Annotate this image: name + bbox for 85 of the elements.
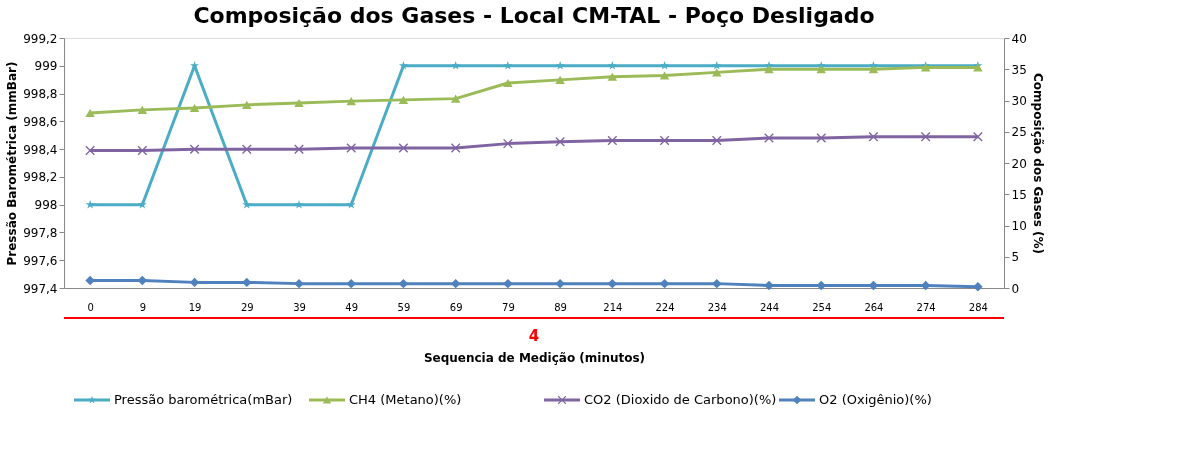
x-tick-label: 254 bbox=[812, 301, 832, 313]
y2-tick-label: 10 bbox=[1011, 219, 1027, 233]
y-tick-label: 998,4 bbox=[23, 142, 58, 157]
legend-label: O2 (Oxigênio)(%) bbox=[819, 392, 932, 407]
x-tick-label: 79 bbox=[502, 301, 515, 313]
point bbox=[85, 108, 95, 118]
legend-label: CH4 (Metano)(%) bbox=[349, 392, 462, 407]
legend-label: Pressão barométrica(mBar) bbox=[114, 392, 293, 407]
x-tick-label: 39 bbox=[293, 301, 306, 313]
y2-tick-label: 15 bbox=[1011, 187, 1027, 202]
x-tick-label: 274 bbox=[916, 301, 936, 313]
x-tick-label: 69 bbox=[449, 301, 463, 313]
point bbox=[920, 132, 931, 142]
y-axis-title: Pressão Barométrica (mmBar) bbox=[5, 61, 20, 266]
y-tick-label: 998 bbox=[34, 198, 58, 213]
point bbox=[189, 103, 200, 113]
point bbox=[137, 105, 148, 114]
x-axis-title: Sequencia de Medição (minutos) bbox=[423, 350, 646, 365]
point bbox=[868, 65, 879, 74]
chart-title: Composição dos Gases - Local CM-TAL - Poço Desligado bbox=[193, 3, 875, 28]
y-tick-label: 998,6 bbox=[23, 114, 58, 129]
y2-tick-label: 40 bbox=[1011, 31, 1027, 46]
point bbox=[764, 280, 774, 291]
y-tick-label: 999,2 bbox=[23, 31, 58, 46]
y-tick-label: 998,8 bbox=[23, 87, 58, 102]
x-tick-label: 9 bbox=[139, 301, 147, 313]
y2-tick-label: 25 bbox=[1011, 125, 1027, 140]
point bbox=[712, 135, 722, 146]
x-tick-label: 264 bbox=[864, 301, 884, 313]
point bbox=[555, 75, 565, 84]
x-tick-label: 224 bbox=[655, 301, 675, 313]
y2-tick-label: 0 bbox=[1011, 281, 1020, 296]
point bbox=[137, 145, 148, 156]
point bbox=[346, 143, 356, 153]
y2-tick-label: 20 bbox=[1011, 156, 1027, 171]
y-tick-label: 997,4 bbox=[23, 281, 58, 296]
point bbox=[242, 100, 252, 109]
x-tick-label: 89 bbox=[554, 301, 567, 313]
point bbox=[85, 145, 95, 156]
point bbox=[659, 135, 670, 146]
point bbox=[659, 71, 670, 80]
point bbox=[346, 278, 356, 289]
y-tick-label: 997,8 bbox=[23, 225, 58, 240]
point bbox=[85, 275, 95, 286]
y-tick-label: 997,6 bbox=[23, 253, 58, 268]
x-tick-label: 234 bbox=[707, 301, 727, 313]
point bbox=[868, 132, 879, 142]
y2-tick-label: 35 bbox=[1011, 62, 1027, 77]
point bbox=[294, 278, 304, 289]
legend-label: CO2 (Dioxido de Carbono)(%) bbox=[584, 392, 777, 407]
point bbox=[816, 133, 826, 143]
point bbox=[816, 65, 826, 74]
point bbox=[973, 132, 983, 142]
point bbox=[450, 143, 461, 153]
point bbox=[555, 278, 565, 289]
x-tick-label: 19 bbox=[188, 301, 202, 313]
point bbox=[398, 95, 409, 104]
x-tick-label: 284 bbox=[968, 301, 988, 313]
point bbox=[450, 94, 461, 103]
x-tick-label: 214 bbox=[603, 301, 623, 313]
point bbox=[973, 282, 983, 292]
point bbox=[764, 65, 774, 74]
x-tick-label: 49 bbox=[345, 301, 359, 313]
point bbox=[189, 144, 200, 154]
text: 4 bbox=[528, 327, 540, 345]
point bbox=[607, 135, 618, 146]
x-tick-label: 0 bbox=[87, 301, 94, 313]
point bbox=[503, 138, 513, 149]
y2-axis-title: Composição dos Gases (%) bbox=[1030, 73, 1045, 254]
point bbox=[503, 278, 513, 289]
y2-tick-label: 30 bbox=[1011, 94, 1027, 108]
point bbox=[555, 137, 565, 147]
point bbox=[712, 278, 722, 289]
point bbox=[346, 97, 356, 106]
y-tick-label: 998,2 bbox=[23, 170, 58, 185]
x-tick-label: 29 bbox=[240, 301, 254, 313]
y2-tick-label: 5 bbox=[1011, 250, 1020, 265]
point bbox=[398, 143, 409, 153]
point bbox=[503, 78, 513, 88]
point bbox=[294, 98, 304, 108]
x-tick-label: 59 bbox=[397, 301, 411, 313]
point bbox=[294, 144, 304, 154]
y-tick-label: 999 bbox=[34, 59, 58, 74]
point bbox=[607, 72, 618, 81]
x-tick-label: 244 bbox=[759, 301, 780, 313]
